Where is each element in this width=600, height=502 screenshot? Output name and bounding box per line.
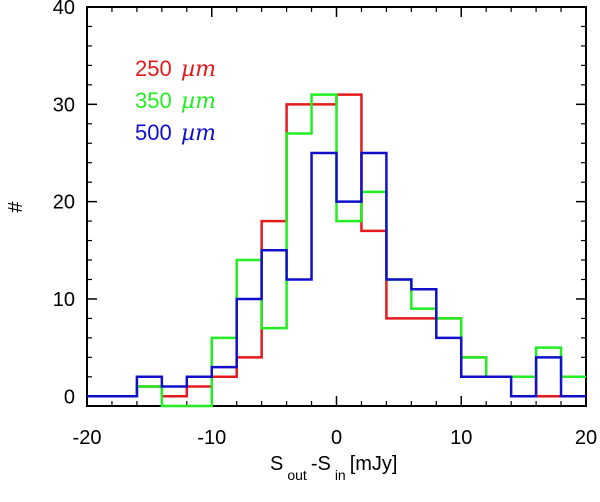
x-label-sub-in: in	[335, 467, 346, 483]
y-tick-labels: 0 10 20 30 40	[53, 0, 75, 408]
y-tick-label: 20	[53, 192, 75, 214]
x-label-sub-out: out	[287, 467, 307, 483]
y-axis-label: #	[5, 201, 27, 213]
y-tick-label: 40	[53, 0, 75, 19]
x-axis-label: S out -S in [mJy]	[270, 453, 398, 484]
x-tick-label: 20	[575, 427, 597, 449]
x-tick-labels: -20 -10 0 10 20	[73, 427, 598, 449]
x-tick-label: -10	[197, 427, 226, 449]
y-tick-label: 0	[64, 386, 75, 408]
x-label-mid: -S	[311, 453, 331, 475]
x-label-unit: [mJy]	[350, 453, 398, 475]
y-tick-label: 10	[53, 289, 75, 311]
legend: 250 µm 350 µm 500 µm	[135, 56, 216, 146]
legend-250-unit: µm	[181, 57, 216, 82]
histogram-series-500	[87, 151, 586, 398]
legend-entry-500: 500 µm	[135, 120, 216, 146]
legend-500-number: 500	[135, 120, 172, 145]
legend-500-unit: µm	[181, 121, 216, 146]
legend-250-number: 250	[135, 56, 172, 81]
x-tick-label: 0	[331, 427, 342, 449]
x-tick-label: 10	[450, 427, 472, 449]
legend-entry-250: 250 µm	[135, 56, 216, 82]
y-tick-label: 30	[53, 94, 75, 116]
legend-350-unit: µm	[181, 89, 216, 114]
x-label-main: S	[270, 453, 283, 475]
legend-entry-350: 350 µm	[135, 88, 216, 114]
legend-350-number: 350	[135, 88, 172, 113]
histogram-series	[87, 93, 586, 408]
axis-ticks	[86, 6, 587, 406]
x-tick-label: -20	[73, 427, 102, 449]
